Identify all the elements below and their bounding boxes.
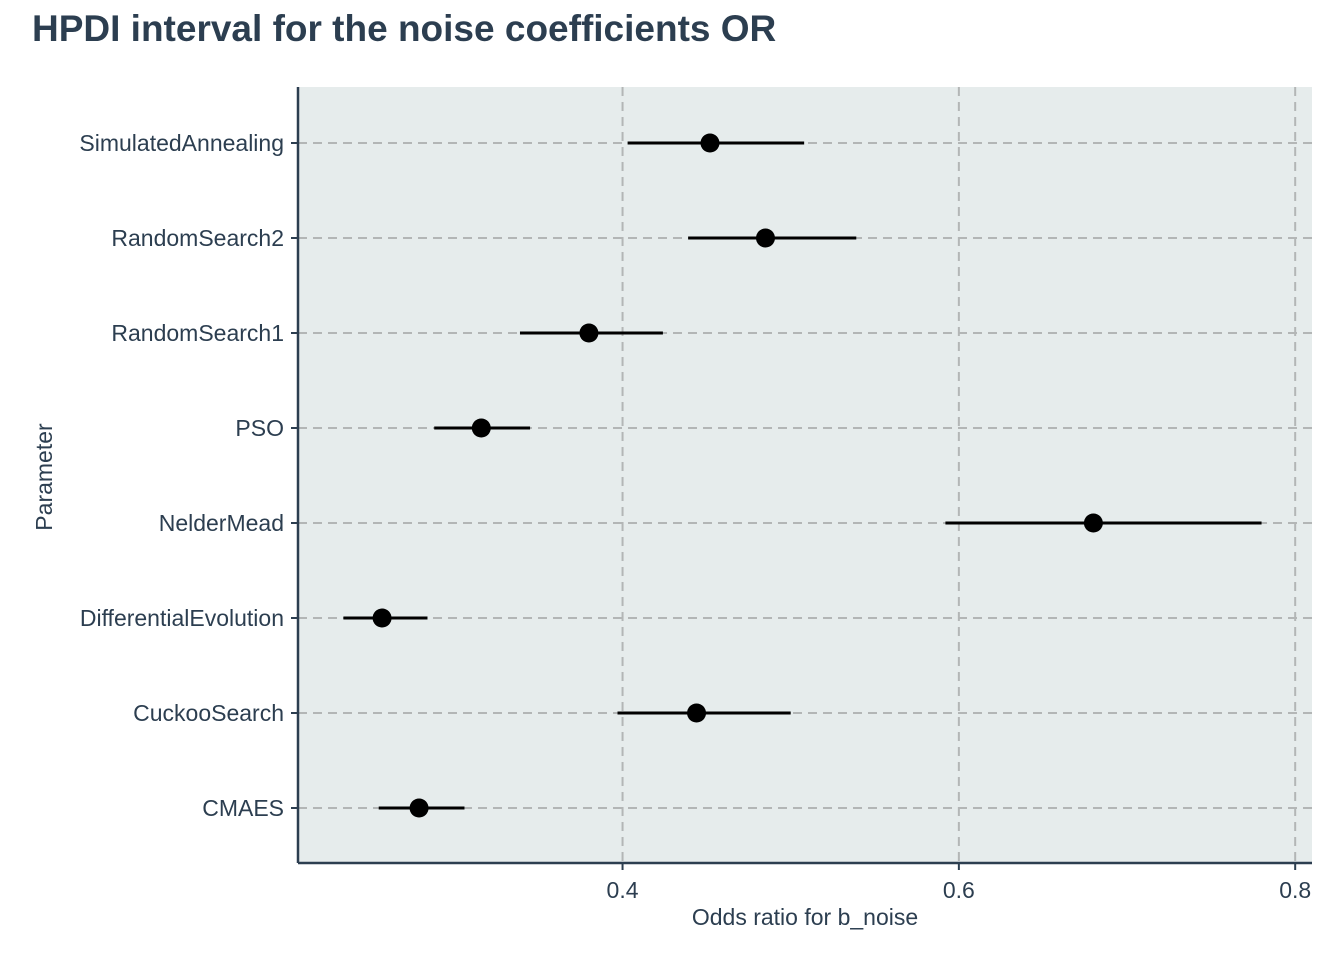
y-tick-label-cmaes: CMAES xyxy=(202,795,284,821)
y-axis-title: Parameter xyxy=(31,423,57,531)
y-tick-label-randomsearch1: RandomSearch1 xyxy=(111,320,284,346)
x-axis-title: Odds ratio for b_noise xyxy=(692,904,918,930)
x-tick-label: 0.8 xyxy=(1279,877,1311,903)
y-tick-labels: SimulatedAnnealing RandomSearch2 RandomSea… xyxy=(79,130,298,821)
vertical-gridlines xyxy=(621,87,1297,863)
point-differentialevolution xyxy=(372,608,392,628)
point-pso xyxy=(471,418,491,438)
point-cuckoosearch xyxy=(687,703,707,723)
point-randomsearch1 xyxy=(579,323,599,343)
y-tick-label-pso: PSO xyxy=(235,415,284,441)
y-tick-label-differentialevolution: DifferentialEvolution xyxy=(80,605,284,631)
chart-title: HPDI interval for the noise coefficients… xyxy=(32,8,777,49)
x-tick-label: 0.6 xyxy=(943,877,975,903)
point-simulatedannealing xyxy=(700,133,720,153)
y-tick-label-simulatedannealing: SimulatedAnnealing xyxy=(79,130,284,156)
point-randomsearch2 xyxy=(755,228,775,248)
plot-panel xyxy=(298,87,1312,863)
x-tick-label: 0.4 xyxy=(607,877,639,903)
y-tick-label-neldermead: NelderMead xyxy=(159,510,284,536)
point-neldermead xyxy=(1083,513,1103,533)
x-tick-labels: 0.4 0.6 0.8 xyxy=(607,863,1311,903)
y-tick-label-randomsearch2: RandomSearch2 xyxy=(111,225,284,251)
y-tick-label-cuckoosearch: CuckooSearch xyxy=(133,700,284,726)
point-cmaes xyxy=(409,798,429,818)
point-estimates xyxy=(372,133,1103,818)
